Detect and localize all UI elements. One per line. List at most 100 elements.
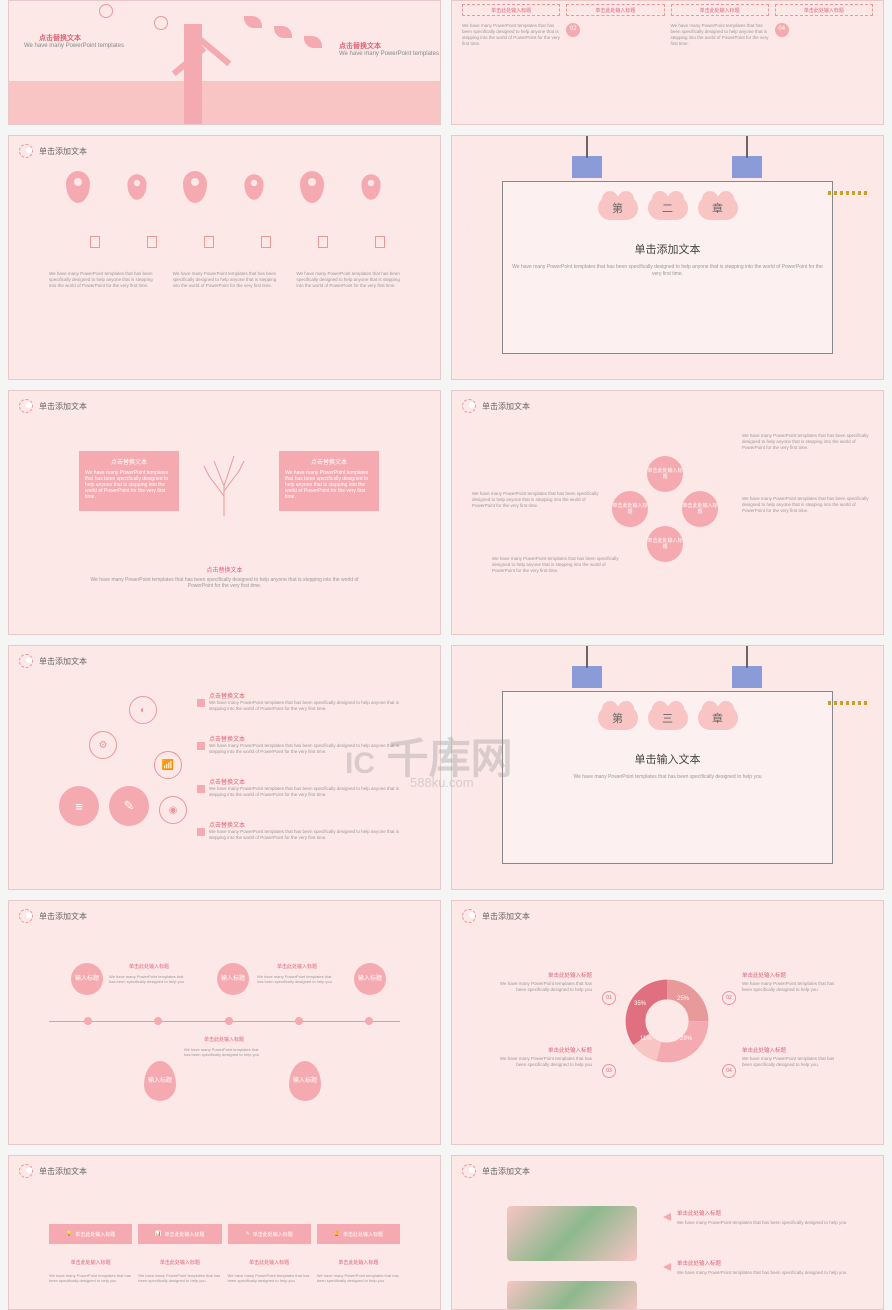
icon-title-1: 单击此处输入标题 <box>49 1259 132 1266</box>
slide-markers: 单击添加文本 We have many PowerPoint templates… <box>8 135 441 380</box>
slide-header-label: 单击添加文本 <box>39 911 87 922</box>
timeline-node-1: 输入标题 <box>71 963 103 995</box>
bubble-bottom: 单击此处输入标题 <box>647 526 683 562</box>
circle-icon-2: ⚙ <box>89 731 117 759</box>
num-col-4: 04 <box>775 23 873 46</box>
cloud-char-1: 第 <box>598 196 638 220</box>
num-box-1: 单击此处输入标题 <box>462 4 560 16</box>
image-placeholder-1 <box>507 1206 637 1261</box>
tree-center-icon <box>199 446 249 516</box>
clip-icon <box>732 666 762 688</box>
timeline-label-3: 单击此处输入标题 <box>184 1036 264 1043</box>
cloud-char-2: 二 <box>648 196 688 220</box>
icon-title-4: 单击此处输入标题 <box>317 1259 400 1266</box>
bar-item-2: 点击替换文本We have many PowerPoint templates … <box>209 734 410 772</box>
donut-text-2: 单击此处输入标题We have many PowerPoint template… <box>742 971 842 993</box>
marker-text-3: We have many PowerPoint templates that h… <box>296 271 400 289</box>
bar-item-1: 点击替换文本We have many PowerPoint templates … <box>209 691 410 729</box>
timeline-node-3: 输入标题 <box>354 963 386 995</box>
num-box-4: 单击此处输入标题 <box>775 4 873 16</box>
slide-panels: 单击添加文本 点击替换文本 We have many PowerPoint te… <box>8 390 441 635</box>
bubble-text-l: We have many PowerPoint templates that h… <box>472 491 602 509</box>
slide-header-label: 单击添加文本 <box>39 146 87 157</box>
timeline-node-2: 输入标题 <box>217 963 249 995</box>
donut-text-1: 单击此处输入标题We have many PowerPoint template… <box>492 971 592 993</box>
slide-chapter-2: ········· 第 二 章 单击添加文本 We have many Powe… <box>451 135 884 380</box>
bubble-top: 单击此处输入标题 <box>647 456 683 492</box>
header-icon <box>462 909 476 923</box>
slide-timeline: 单击添加文本 输入标题 输入标题 输入标题 输入标题 输入标题 单击此处输入标题… <box>8 900 441 1145</box>
num-text-3: We have many PowerPoint templates that h… <box>671 23 769 46</box>
header-icon <box>19 909 33 923</box>
marker-icon <box>66 171 90 203</box>
cloud-char-2: 三 <box>648 706 688 730</box>
bottom-text: 点击替换文本 We have many PowerPoint templates… <box>79 565 370 589</box>
timeline-drop-1: 输入标题 <box>144 1061 176 1101</box>
num-box-3: 单击此处输入标题 <box>671 4 769 16</box>
icon-box-2: 📊单击此处输入标题 <box>138 1224 221 1244</box>
chapter-sub: We have many PowerPoint templates that h… <box>512 264 823 277</box>
panel-right: 点击替换文本 We have many PowerPoint templates… <box>279 451 379 511</box>
tree-sub-1: We have many PowerPoint templates <box>24 43 124 49</box>
header-icon <box>19 144 33 158</box>
circle-icon-5: ✎ <box>109 786 149 826</box>
bubble-right: 单击此处输入标题 <box>682 491 718 527</box>
icon-box-3: ✎单击此处输入标题 <box>228 1224 311 1244</box>
cloud-char-1: 第 <box>598 706 638 730</box>
donut-text-4: 单击此处输入标题We have many PowerPoint template… <box>742 1046 842 1068</box>
slide-header-label: 单击添加文本 <box>39 1166 87 1177</box>
marker-icon <box>127 174 146 200</box>
clip-icon <box>572 666 602 688</box>
img-text-1: 单击此处输入标题We have many PowerPoint template… <box>677 1211 847 1226</box>
bubble-text-bl: We have many PowerPoint templates that h… <box>492 556 622 574</box>
image-placeholder-2 <box>507 1281 637 1310</box>
marker-icon <box>244 174 263 200</box>
slide-numbered: 单击此处输入标题 单击此处输入标题 单击此处输入标题 单击此处输入标题 We h… <box>451 0 884 125</box>
circle-icon-6: ◉ <box>159 796 187 824</box>
clip-icon <box>572 156 602 178</box>
donut-chart: 25% 29% 11% 35% <box>622 976 712 1066</box>
header-icon <box>19 1164 33 1178</box>
icon-box-4: 🏆单击此处输入标题 <box>317 1224 400 1244</box>
slide-chapter-3: ········· 第 三 章 单击输入文本 We have many Powe… <box>451 645 884 890</box>
header-icon <box>462 399 476 413</box>
icon-title-3: 单击此处输入标题 <box>228 1259 311 1266</box>
slide-circles-bars: 单击添加文本 ◐ ⚙ 📶 ≡ ✎ ◉ 点击替换文本We have many Po… <box>8 645 441 890</box>
chapter-title: 单击添加文本 <box>452 241 883 257</box>
clip-icon <box>732 156 762 178</box>
tree-title-1: 点击替换文本 <box>39 33 81 43</box>
cloud-char-3: 章 <box>698 706 738 730</box>
marker-icon <box>183 171 207 203</box>
header-icon <box>19 399 33 413</box>
img-text-2: 单击此处输入标题We have many PowerPoint template… <box>677 1261 847 1276</box>
slide-header-label: 单击添加文本 <box>39 401 87 412</box>
marker-text-1: We have many PowerPoint templates that h… <box>49 271 153 289</box>
bubble-text-r: We have many PowerPoint templates that h… <box>742 496 872 514</box>
icon-box-1: 💡单击此处输入标题 <box>49 1224 132 1244</box>
slide-donut: 单击添加文本 25% 29% 11% 35% 单击此处输入标题We have m… <box>451 900 884 1145</box>
zigzag-decoration <box>828 191 868 195</box>
marker-icon <box>300 171 324 203</box>
slide-iconrow: 单击添加文本 💡单击此处输入标题 📊单击此处输入标题 ✎单击此处输入标题 🏆单击… <box>8 1155 441 1310</box>
num-col-2: 02 <box>566 23 664 46</box>
icon-title-2: 单击此处输入标题 <box>138 1259 221 1266</box>
circle-icon-4: ≡ <box>59 786 99 826</box>
slide-header-label: 单击添加文本 <box>39 656 87 667</box>
tree-title-2: 点击替换文本 <box>339 41 381 51</box>
header-icon <box>462 1164 476 1178</box>
header-icon <box>19 654 33 668</box>
chapter-sub: We have many PowerPoint templates that h… <box>512 774 823 781</box>
panel-left: 点击替换文本 We have many PowerPoint templates… <box>79 451 179 511</box>
num-text-1: We have many PowerPoint templates that h… <box>462 23 560 46</box>
bar-item-4: 点击替换文本We have many PowerPoint templates … <box>209 820 410 858</box>
num-box-2: 单击此处输入标题 <box>566 4 664 16</box>
marker-icon <box>361 174 380 200</box>
slide-images: 单击添加文本 单击此处输入标题We have many PowerPoint t… <box>451 1155 884 1310</box>
bubble-text-tr: We have many PowerPoint templates that h… <box>742 433 872 451</box>
tree-sub-2: We have many PowerPoint templates <box>339 51 439 57</box>
slide-header-label: 单击添加文本 <box>482 911 530 922</box>
timeline-label-2: 单击此处输入标题 <box>257 963 337 970</box>
cloud-char-3: 章 <box>698 196 738 220</box>
timeline-label-1: 单击此处输入标题 <box>109 963 189 970</box>
zigzag-decoration <box>828 701 868 705</box>
